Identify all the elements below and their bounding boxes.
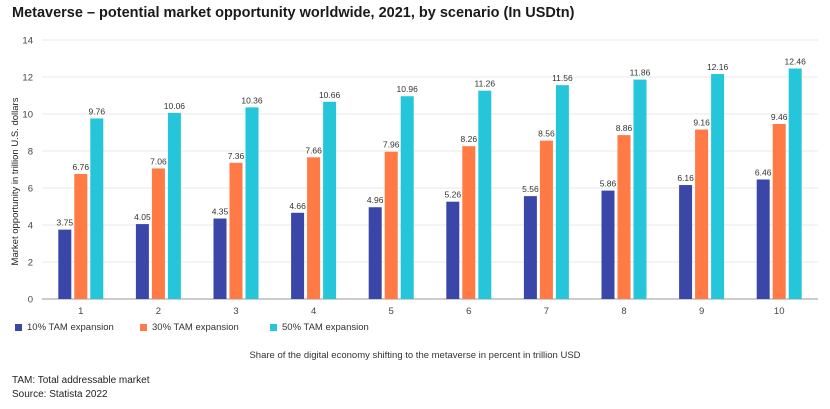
bar [601,190,615,299]
bar [679,185,693,299]
legend-swatch-10pct [15,324,22,331]
data-label: 4.66 [289,201,306,211]
legend-item-10pct: 10% TAM expansion [15,322,114,333]
bar [695,129,709,299]
data-label: 8.86 [616,123,633,133]
data-label: 11.26 [474,79,495,89]
data-label: 12.46 [785,56,807,66]
x-tick-label: 10 [774,306,785,317]
data-label: 10.96 [397,84,419,94]
bar [617,135,631,299]
bar [555,85,569,299]
chart-title: Metaverse – potential market opportunity… [12,5,575,21]
bar [323,101,337,299]
data-label: 9.16 [693,118,710,128]
bar [368,207,382,299]
bar [307,157,321,299]
bar [74,173,88,299]
legend-swatch-50pct [270,324,277,331]
data-label: 5.26 [445,190,462,200]
bar [400,96,414,300]
data-label: 3.75 [57,218,74,228]
bar [539,140,553,299]
legend-swatch-30pct [140,324,147,331]
bar [788,68,802,300]
y-tick-label: 6 [28,184,33,195]
legend-item-30pct: 30% TAM expansion [140,322,239,333]
data-label: 4.35 [212,207,229,217]
y-axis-title: Market opportunity in trillion U.S. doll… [10,97,21,265]
footnote-source: Source: Statista 2022 [12,389,108,400]
data-label: 6.16 [677,173,694,183]
bar [711,74,725,299]
bar [523,196,537,299]
bar [245,107,259,299]
data-label: 4.96 [367,195,384,205]
y-tick-label: 0 [28,295,33,306]
data-label: 5.56 [522,184,539,194]
bar [58,229,72,299]
legend-item-50pct: 50% TAM expansion [270,322,369,333]
bar [213,218,227,299]
bar [229,162,243,299]
data-label: 9.46 [771,112,788,122]
y-tick-label: 12 [22,73,33,84]
bar [135,224,149,299]
data-label: 7.66 [305,145,322,155]
bar [478,90,492,299]
data-label: 7.96 [383,140,400,150]
data-label: 12.16 [707,62,729,72]
data-label: 7.06 [150,156,167,166]
x-tick-label: 2 [156,306,161,317]
x-tick-label: 1 [78,306,83,317]
x-axis-title: Share of the digital economy shifting to… [249,350,581,361]
bar [446,201,460,299]
data-label: 10.36 [241,95,263,105]
bar [167,112,181,299]
data-label: 11.86 [630,68,651,78]
data-label: 8.26 [461,134,478,144]
y-tick-label: 4 [28,221,33,232]
data-label: 6.76 [73,162,90,172]
bar [90,118,104,299]
y-tick-label: 14 [22,36,33,47]
x-tick-label: 9 [699,306,704,317]
data-label: 6.46 [755,167,772,177]
data-label: 7.36 [228,151,245,161]
footnote-tam: TAM: Total addressable market [12,375,150,386]
bar [384,151,398,299]
bar [462,146,476,299]
data-label: 10.06 [164,101,186,111]
data-label: 11.56 [552,73,573,83]
bar [151,168,165,299]
data-label: 10.66 [319,90,341,100]
data-label: 5.86 [600,179,617,189]
x-tick-label: 8 [621,306,626,317]
data-label: 8.56 [538,129,555,139]
x-tick-label: 5 [389,306,394,317]
y-tick-label: 8 [28,147,33,158]
data-label: 9.76 [89,106,106,116]
y-tick-label: 10 [22,110,33,121]
x-tick-label: 4 [311,306,316,317]
legend-label-30pct: 30% TAM expansion [152,322,239,333]
x-tick-label: 6 [466,306,471,317]
legend-label-10pct: 10% TAM expansion [27,322,114,333]
bar [633,79,647,299]
y-tick-label: 2 [28,258,33,269]
x-tick-label: 3 [233,306,238,317]
bar [756,179,770,299]
data-label: 4.05 [134,212,151,222]
bar [772,123,786,300]
legend-label-50pct: 50% TAM expansion [282,322,369,333]
bar [291,212,305,299]
x-tick-label: 7 [544,306,549,317]
